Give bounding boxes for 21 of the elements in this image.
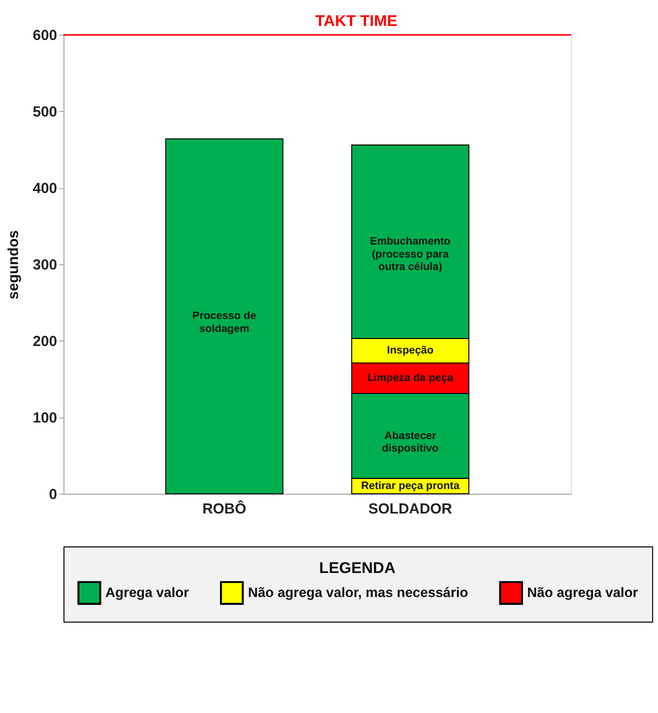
y-tick-label: 0 — [48, 487, 58, 504]
series-label: Abastecer dispositivo — [382, 430, 440, 455]
ref-line-label: TAKT TIME — [315, 13, 398, 30]
y-tick-label: 300 — [32, 258, 58, 274]
category-label: Não agrega valor, mas necessário — [248, 584, 468, 600]
y-tick-label: 600 — [32, 28, 58, 44]
series-label: Limpeza da peça — [367, 372, 454, 384]
y-tick-label: 500 — [32, 104, 58, 121]
series-label: Retirar peça pronta — [361, 480, 460, 492]
category-label: Agrega valor — [105, 584, 190, 600]
y-axis-title: segundos — [6, 230, 22, 300]
y-tick-label: 400 — [32, 181, 58, 198]
x-tick-label: ROBÔ — [202, 500, 246, 518]
series-label: Embuchamento (processo para outra célula) — [370, 236, 451, 274]
category-label: Não agrega valor — [527, 584, 639, 600]
x-tick-label: SOLDADOR — [368, 502, 453, 518]
series-label: Processo de soldagem — [192, 310, 256, 335]
y-tick-label: 200 — [32, 334, 58, 350]
y-tick-label: 100 — [32, 410, 58, 427]
text: LEGENDA — [319, 560, 396, 577]
series-label: Inspeção — [387, 344, 434, 357]
